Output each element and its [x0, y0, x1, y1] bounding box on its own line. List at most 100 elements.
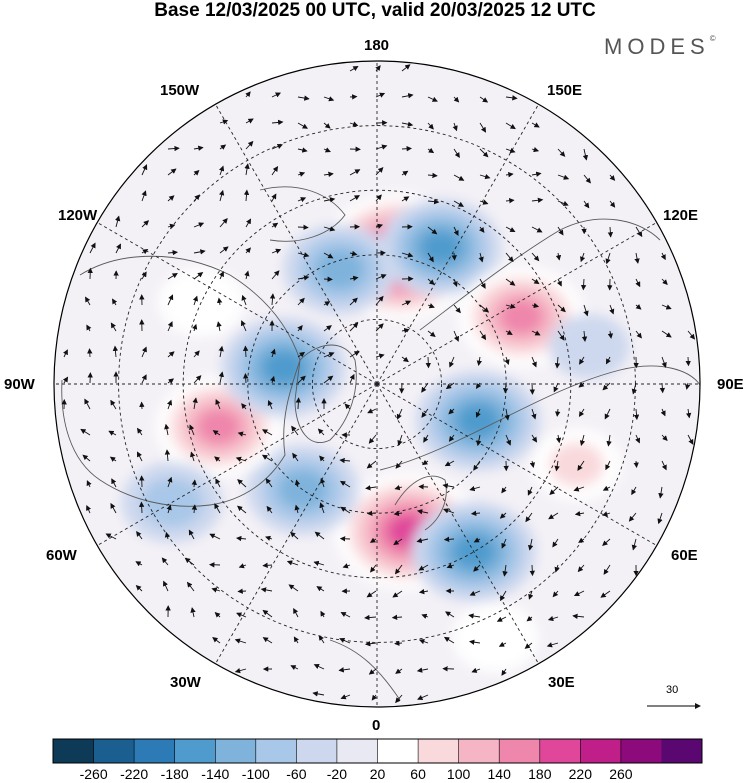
wind-arrow: [366, 460, 377, 469]
wind-arrow: [499, 512, 507, 519]
wind-arrow: [401, 196, 410, 202]
wind-arrow: [685, 408, 692, 419]
wind-arrow: [349, 121, 359, 127]
wind-arrow: [401, 64, 411, 72]
wind-arrow: [167, 294, 174, 306]
wind-arrow: [453, 96, 460, 103]
wind-arrow: [583, 174, 591, 184]
wind-arrow: [375, 194, 382, 202]
wind-arrow: [557, 226, 564, 236]
wind-arrow: [505, 122, 516, 130]
wind-arrow: [245, 140, 254, 150]
wind-arrow: [505, 329, 513, 335]
wind-arrow: [314, 531, 325, 540]
wind-arrow: [215, 478, 221, 488]
wind-arrow: [392, 590, 403, 598]
wind-arrow: [271, 92, 282, 98]
wind-arrow: [115, 243, 121, 254]
wind-arrow: [661, 304, 672, 310]
wind-arrow: [290, 531, 299, 540]
wind-arrow: [375, 144, 388, 150]
wind-arrow: [578, 382, 585, 388]
wind-arrow: [297, 147, 308, 153]
wind-arrow: [445, 611, 455, 618]
wind-arrow: [191, 479, 197, 488]
wind-arrow: [212, 637, 221, 644]
wind-arrow: [602, 485, 611, 491]
wind-arrow: [396, 408, 403, 420]
anomaly-contour: [548, 314, 630, 379]
wind-arrow: [293, 608, 299, 618]
wind-arrow: [245, 118, 254, 124]
copyright-mark: ©: [709, 34, 716, 43]
wind-arrow: [167, 321, 173, 332]
wind-arrow: [271, 270, 280, 280]
wind-arrow: [135, 561, 143, 567]
anomaly-contour: [277, 469, 328, 510]
wind-arrow: [531, 171, 542, 177]
wind-arrow: [505, 226, 516, 233]
wind-arrow: [401, 252, 414, 258]
wind-arrow: [323, 171, 334, 178]
wind-arrow: [297, 122, 308, 129]
wind-arrow: [86, 504, 92, 514]
wind-arrow: [421, 613, 429, 619]
wind-arrow: [294, 479, 301, 488]
wind-arrow: [531, 278, 540, 285]
wind-arrow: [395, 668, 403, 674]
wind-arrow: [219, 165, 225, 176]
wind-arrow: [529, 460, 536, 468]
wind-arrow: [297, 275, 310, 281]
wind-arrow: [240, 320, 247, 332]
colorbar-swatch: [215, 739, 257, 763]
wind-arrow: [505, 434, 511, 446]
wind-arrow: [423, 434, 429, 443]
wind-arrow: [297, 95, 310, 101]
wind-arrow: [375, 223, 384, 229]
wind-arrow: [531, 330, 541, 336]
wind-arrow: [369, 537, 377, 543]
wind-arrow: [189, 424, 195, 436]
wind-arrow: [297, 197, 307, 203]
wind-arrow: [574, 510, 585, 517]
wind-arrow: [393, 538, 403, 546]
wind-arrow: [349, 66, 359, 72]
wind-arrow: [602, 538, 611, 546]
wind-arrow: [443, 636, 455, 644]
wind-arrow: [167, 168, 177, 176]
colorbar-swatch: [418, 739, 459, 763]
wind-arrow: [193, 249, 206, 255]
colorbar-tick-label: 220: [568, 766, 592, 782]
wind-arrow: [453, 148, 460, 159]
wind-arrow: [659, 382, 666, 394]
wind-arrow: [634, 252, 640, 264]
wind-arrow: [167, 249, 178, 256]
wind-arrow: [266, 505, 273, 514]
colorbar-tick-label: -140: [201, 766, 230, 782]
wind-arrow: [573, 486, 585, 492]
wind-arrow: [80, 428, 91, 436]
wind-arrow: [219, 271, 224, 280]
wind-arrow: [445, 382, 455, 390]
wind-arrow: [262, 637, 273, 644]
wind-arrow: [265, 478, 273, 488]
wind-arrow: [660, 408, 666, 417]
colorbar-swatch: [53, 739, 94, 763]
wind-arrow: [297, 297, 305, 306]
wind-arrow: [554, 564, 560, 573]
wind-arrow: [342, 563, 351, 569]
wind-arrow: [267, 399, 273, 410]
colorbar-swatch: [296, 739, 338, 763]
wind-arrow: [531, 302, 540, 309]
wind-arrow: [270, 348, 276, 358]
wind-arrow: [397, 434, 403, 446]
wind-arrow: [136, 451, 143, 462]
wind-arrow: [262, 609, 273, 618]
wind-arrow: [86, 480, 92, 488]
wind-arrow: [502, 564, 508, 577]
wind-arrow: [555, 408, 561, 417]
colorbar-swatch: [255, 739, 297, 763]
wind-arrow: [141, 346, 147, 358]
wind-arrow: [401, 146, 412, 152]
wind-arrow: [572, 613, 585, 619]
